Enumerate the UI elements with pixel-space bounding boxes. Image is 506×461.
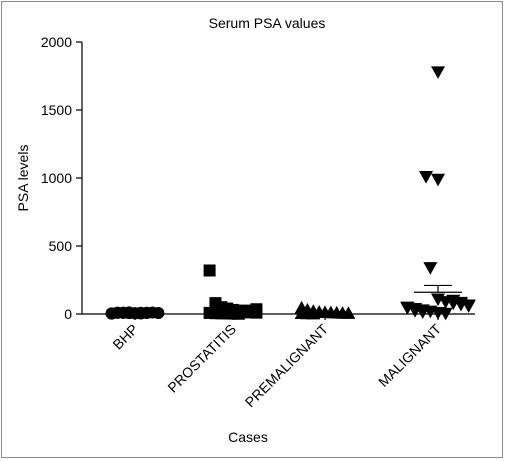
point-prostatitis-0 [203,264,216,277]
point-malignant-0 [431,66,445,79]
point-malignant-1 [419,171,433,184]
x-tick-label-bhp: BHP [109,321,141,353]
y-axis-label: PSA levels [15,145,31,212]
y-tick-label-1: 500 [49,238,73,254]
point-malignant-14 [438,307,453,321]
chart-title: Serum PSA values [209,15,326,31]
axes: 0 500 1000 1500 2000 BHP PROSTATITIS PREMALIGNA… [41,34,475,410]
point-premalignant-11 [306,306,321,320]
y-tick-label-0: 0 [64,306,72,322]
point-malignant-3 [423,262,438,275]
point-malignant-20 [415,306,430,319]
point-malignant-2 [431,173,445,187]
x-axis-label: Cases [228,429,268,445]
x-tick-label-malignant: MALIGNANT [375,320,444,389]
x-tick-label-prostatitis: PROSTATITIS [164,321,239,396]
point-malignant-17 [461,299,476,313]
y-tick-label-4: 2000 [41,34,72,50]
x-tick-label-premalignant: PREMALIGNANT [242,320,332,410]
point-prostatitis-17 [250,303,263,316]
data-marks [105,66,476,321]
y-tick-label-2: 1000 [41,170,72,186]
y-tick-label-3: 1500 [41,102,72,118]
